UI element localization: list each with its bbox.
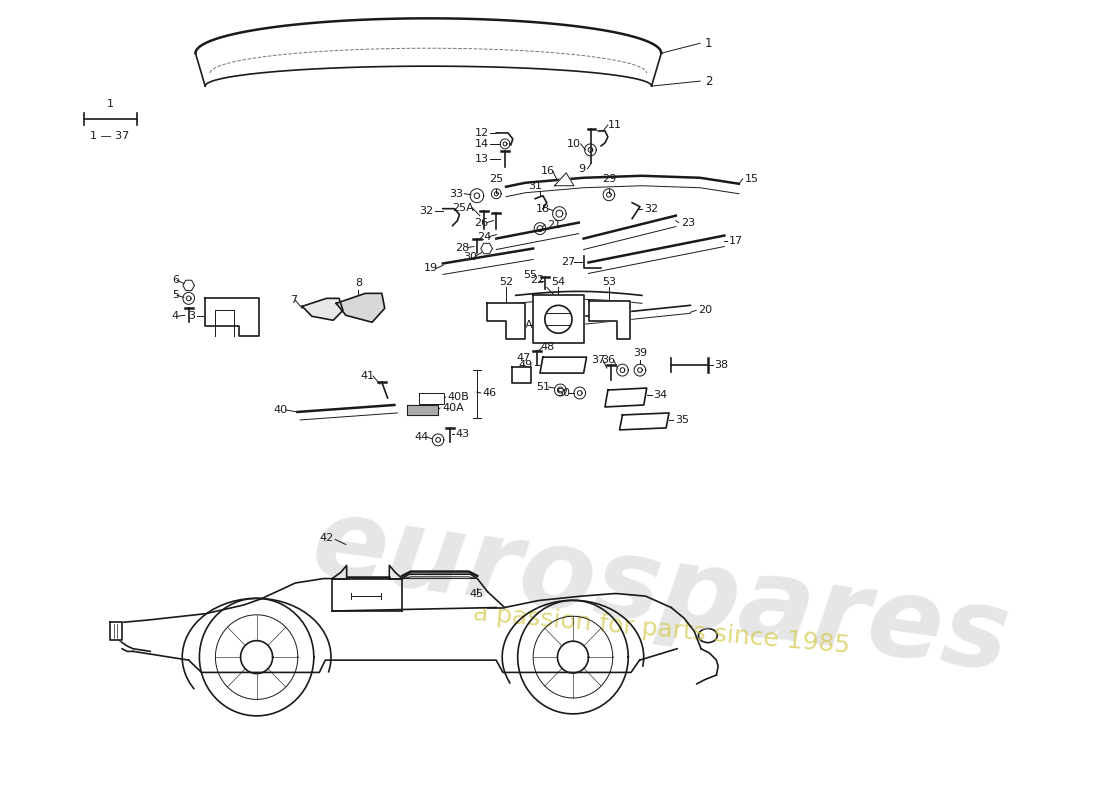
Text: 32: 32 [644,204,658,214]
Polygon shape [407,405,438,415]
Text: 11: 11 [608,120,622,130]
Text: 38: 38 [715,360,729,370]
Text: 13: 13 [474,154,488,164]
Text: 25: 25 [490,174,504,184]
Text: 33: 33 [449,189,463,198]
Text: 15: 15 [745,174,759,184]
Polygon shape [206,298,258,336]
Text: 14: 14 [474,139,488,149]
Polygon shape [512,367,531,383]
Text: 30: 30 [463,251,477,262]
Text: 5: 5 [172,290,179,300]
Text: 44: 44 [414,432,428,442]
Polygon shape [554,173,574,186]
Polygon shape [486,303,526,339]
Text: 39: 39 [632,348,647,358]
Text: 27: 27 [562,258,576,267]
Text: 29: 29 [602,174,616,184]
Text: 53: 53 [602,278,616,287]
Text: 37: 37 [591,355,605,365]
Text: 51: 51 [537,382,551,392]
Text: 26: 26 [474,218,488,228]
Text: 31: 31 [528,181,542,190]
Text: 25A: 25A [452,202,474,213]
Text: 41: 41 [361,371,375,381]
Text: 10: 10 [566,139,581,149]
Text: 24: 24 [477,231,492,242]
Text: 20A: 20A [512,320,534,330]
Text: 23: 23 [681,218,695,228]
Text: 28: 28 [455,242,469,253]
Text: 35: 35 [674,415,689,425]
Text: 8: 8 [355,278,362,288]
Text: 12: 12 [474,128,488,138]
Text: 7: 7 [290,295,297,306]
Text: eurospares: eurospares [306,490,1016,694]
Text: 48: 48 [541,342,556,352]
Polygon shape [337,294,385,322]
Text: 19: 19 [424,263,438,274]
Text: 52: 52 [499,278,513,287]
Text: 17: 17 [729,235,744,246]
Text: 40B: 40B [448,392,470,402]
Polygon shape [605,388,647,407]
Text: 22: 22 [530,275,544,286]
Text: 36: 36 [602,355,616,365]
Text: 40A: 40A [442,403,464,413]
Text: 3: 3 [188,311,196,322]
Text: 34: 34 [653,390,668,400]
Text: 1: 1 [107,99,113,109]
Polygon shape [540,357,586,373]
Text: 45: 45 [470,590,484,599]
Polygon shape [419,393,444,404]
Text: 20: 20 [698,306,713,315]
Text: 9: 9 [579,164,585,174]
Polygon shape [534,295,584,343]
Text: 32: 32 [419,206,433,216]
Polygon shape [302,298,343,320]
Polygon shape [590,302,630,339]
Text: 16: 16 [540,166,554,176]
Text: 43: 43 [455,429,470,439]
Text: a passion for parts since 1985: a passion for parts since 1985 [472,601,850,658]
Polygon shape [619,413,669,430]
Text: 50: 50 [556,388,570,398]
Text: 46: 46 [483,388,497,398]
Text: 1: 1 [705,37,713,50]
Text: 40: 40 [274,405,288,415]
Text: 4: 4 [172,311,179,322]
Text: 47: 47 [516,353,530,363]
Text: 1 — 37: 1 — 37 [90,131,130,141]
Text: 55: 55 [524,270,537,281]
Text: 49: 49 [519,360,534,370]
Text: 54: 54 [551,278,565,287]
Text: 18: 18 [536,204,550,214]
Text: 6: 6 [172,275,179,286]
Text: 42: 42 [319,533,333,542]
Polygon shape [110,622,122,640]
Text: 2: 2 [705,74,713,88]
Text: 21: 21 [547,220,561,230]
